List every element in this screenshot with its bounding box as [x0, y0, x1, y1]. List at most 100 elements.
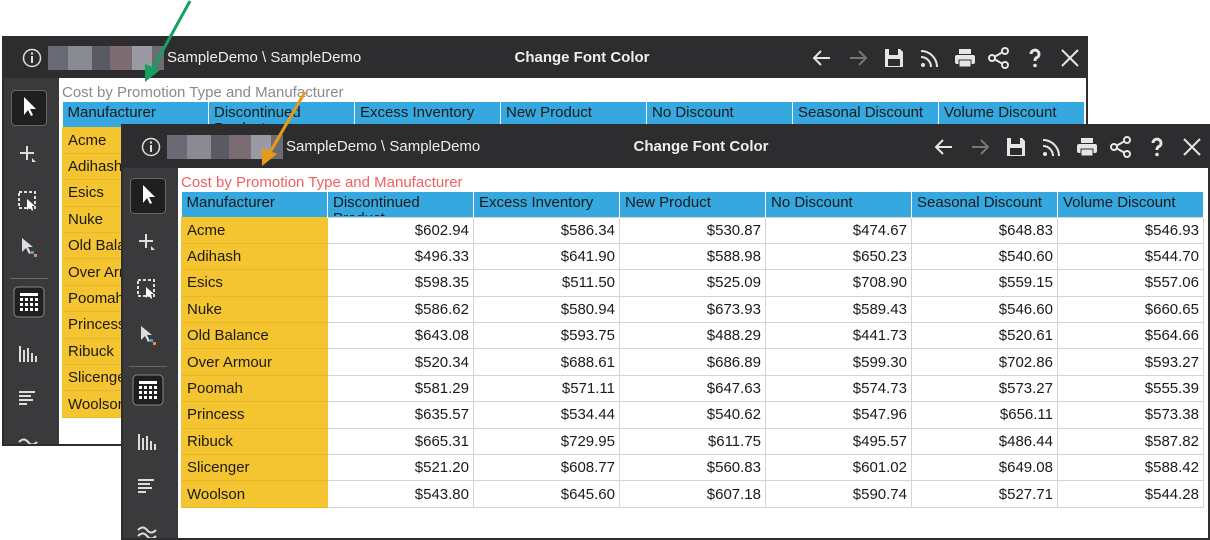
- print-button[interactable]: [1075, 135, 1099, 159]
- forward-button[interactable]: [968, 135, 992, 159]
- value-cell: $589.43: [765, 295, 912, 324]
- icon-shape: [1029, 48, 1041, 62]
- icon-shape: [19, 391, 35, 405]
- column-header: No Discount: [646, 102, 793, 127]
- rss-button[interactable]: [1040, 135, 1064, 159]
- icon-shape: [1061, 49, 1079, 67]
- share-button[interactable]: [987, 46, 1011, 70]
- list-tool[interactable]: [16, 387, 40, 411]
- help-button[interactable]: [1023, 46, 1047, 70]
- icon-shape: [20, 293, 38, 311]
- value-cell: $588.98: [619, 242, 766, 271]
- manufacturer-cell: Slicenger: [181, 454, 328, 482]
- select-tool[interactable]: [16, 189, 40, 213]
- table-row: Slicenger$521.20$608.77$560.83$601.02$64…: [181, 454, 1204, 482]
- close-button[interactable]: [1058, 46, 1082, 70]
- manufacturer-cell: Princess: [181, 401, 328, 429]
- icon-shape: [19, 391, 35, 393]
- back-button[interactable]: [932, 135, 956, 159]
- table-row: Poomah$581.29$571.11$647.63$574.73$573.2…: [181, 374, 1204, 403]
- info-button[interactable]: [22, 48, 42, 68]
- icon-shape: [994, 51, 1003, 65]
- bar-chart-tool[interactable]: [135, 430, 159, 454]
- value-cell: $708.90: [765, 269, 912, 297]
- icon-shape: [149, 396, 152, 399]
- icon-shape: [152, 46, 164, 70]
- icon-shape: [139, 234, 153, 248]
- help-button[interactable]: [1145, 135, 1169, 159]
- table-tool[interactable]: [13, 286, 45, 318]
- icon-shape: [988, 54, 996, 62]
- icon-shape: [149, 391, 152, 394]
- icon-shape: [18, 438, 38, 444]
- value-cell: $544.70: [1057, 242, 1204, 271]
- forward-button[interactable]: [846, 46, 870, 70]
- column-header-text: Manufacturer: [67, 104, 156, 121]
- icon-shape: [138, 434, 156, 450]
- icon-shape: [1151, 137, 1163, 151]
- icon-shape: [146, 287, 154, 299]
- value-cell: $660.65: [1057, 295, 1204, 324]
- save-button[interactable]: [1004, 135, 1028, 159]
- value-cell: $496.33: [327, 242, 474, 271]
- icon-shape: [35, 303, 38, 306]
- cursor-tool[interactable]: [16, 234, 40, 258]
- value-cell: $527.71: [911, 480, 1058, 508]
- icon-shape: [1042, 139, 1060, 157]
- icon-shape: [138, 491, 146, 493]
- icon-shape: [138, 479, 154, 493]
- icon-shape: [1123, 150, 1131, 158]
- data-table: Manufacturer Discontinued Product Excess I…: [181, 192, 1204, 508]
- print-button[interactable]: [953, 46, 977, 70]
- icon-shape: [141, 326, 152, 342]
- icon-shape: [1081, 138, 1093, 143]
- table-tool[interactable]: [132, 374, 164, 406]
- icon-shape: [972, 139, 990, 155]
- value-cell: $525.09: [619, 269, 766, 297]
- info-button[interactable]: [141, 137, 161, 157]
- icon-shape: [144, 391, 147, 394]
- rss-button[interactable]: [918, 46, 942, 70]
- column-header-text: Volume Discount: [944, 104, 1057, 121]
- close-button[interactable]: [1180, 135, 1204, 159]
- icon-shape: [142, 438, 144, 450]
- add-tool[interactable]: [135, 230, 159, 254]
- pointer-tool[interactable]: [16, 94, 40, 118]
- value-cell: $641.90: [473, 242, 620, 271]
- pointer-tool[interactable]: [135, 182, 159, 206]
- value-cell: $488.29: [619, 322, 766, 350]
- icon-shape: [30, 52, 34, 55]
- share-button[interactable]: [1109, 135, 1133, 159]
- select-tool[interactable]: [135, 277, 159, 301]
- value-cell: $650.23: [765, 242, 912, 271]
- column-header-text: No Discount: [652, 104, 734, 121]
- manufacturer-cell: Acme: [181, 216, 328, 244]
- bar-chart-tool[interactable]: [16, 342, 40, 366]
- save-button[interactable]: [882, 46, 906, 70]
- icon-shape: [958, 59, 972, 68]
- icon-shape: [139, 396, 142, 399]
- back-button[interactable]: [810, 46, 834, 70]
- toolbar: [123, 168, 178, 538]
- list-tool[interactable]: [135, 475, 159, 499]
- icon-shape: [1116, 140, 1125, 154]
- column-header: Excess Inventory: [354, 102, 501, 127]
- add-tool[interactable]: [16, 142, 40, 166]
- icon-shape: [132, 46, 152, 70]
- value-cell: $647.63: [619, 374, 766, 403]
- wave-tool[interactable]: [135, 520, 159, 540]
- icon-shape: [146, 436, 148, 450]
- blurred-user: [48, 46, 164, 70]
- value-cell: $729.95: [473, 427, 620, 456]
- icon-shape: [150, 441, 152, 450]
- value-cell: $540.60: [911, 242, 1058, 271]
- value-cell: $601.02: [765, 454, 912, 482]
- icon-shape: [229, 135, 251, 159]
- icon-shape: [154, 444, 156, 450]
- value-cell: $599.30: [765, 348, 912, 376]
- icon-shape: [19, 399, 33, 401]
- wave-tool[interactable]: [16, 432, 40, 446]
- cursor-tool[interactable]: [135, 322, 159, 346]
- column-header-text: Excess Inventory: [479, 194, 594, 211]
- icon-shape: [20, 308, 23, 311]
